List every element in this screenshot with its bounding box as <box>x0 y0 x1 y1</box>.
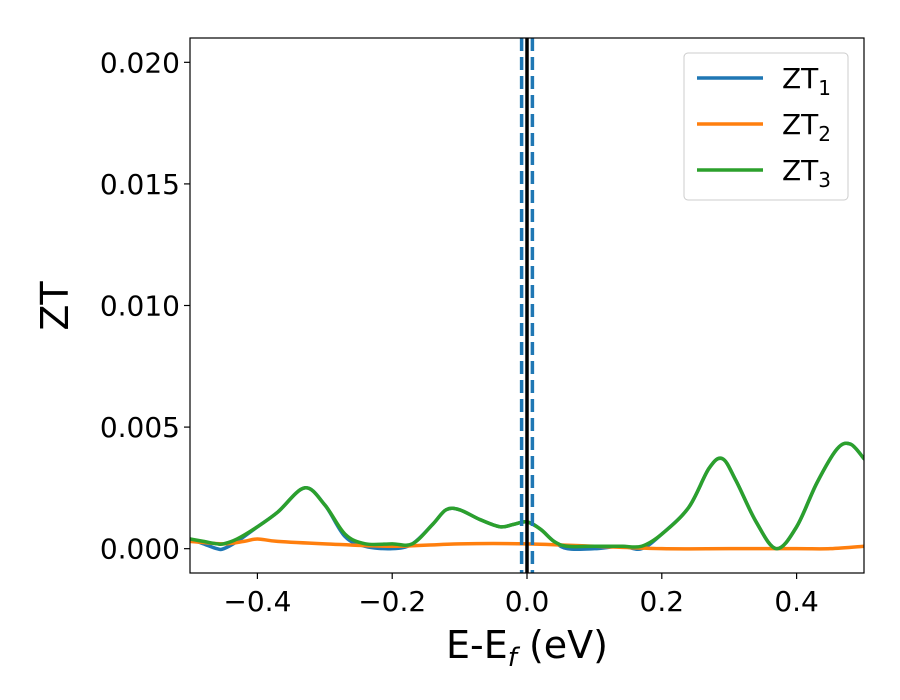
x-tick-label: −0.4 <box>223 585 291 618</box>
legend: ZT1 ZT2 ZT3 <box>683 52 849 201</box>
y-tick-label: 0.000 <box>100 533 180 566</box>
reference-lines <box>519 38 535 573</box>
x-axis-label: E-Ef (eV) <box>446 623 608 673</box>
y-axis-label: ZT <box>33 281 77 331</box>
legend-label-zt3: ZT3 <box>782 154 831 192</box>
y-tick-label: 0.005 <box>100 411 180 444</box>
x-tick-label: 0.2 <box>640 585 685 618</box>
legend-label-zt1: ZT1 <box>782 62 831 100</box>
legend-box <box>683 52 849 201</box>
y-tick-label: 0.015 <box>100 168 180 201</box>
y-tick-label: 0.020 <box>100 46 180 79</box>
x-tick-label: 0.0 <box>505 585 550 618</box>
legend-label-zt2: ZT2 <box>782 108 831 146</box>
x-axis-ticks: −0.4 −0.2 0.0 0.2 0.4 <box>223 573 819 618</box>
y-tick-label: 0.010 <box>100 290 180 323</box>
plot-area <box>190 38 864 573</box>
y-axis-ticks: 0.000 0.005 0.010 0.015 0.020 <box>100 46 190 566</box>
x-tick-label: 0.4 <box>774 585 819 618</box>
x-tick-label: −0.2 <box>358 585 426 618</box>
